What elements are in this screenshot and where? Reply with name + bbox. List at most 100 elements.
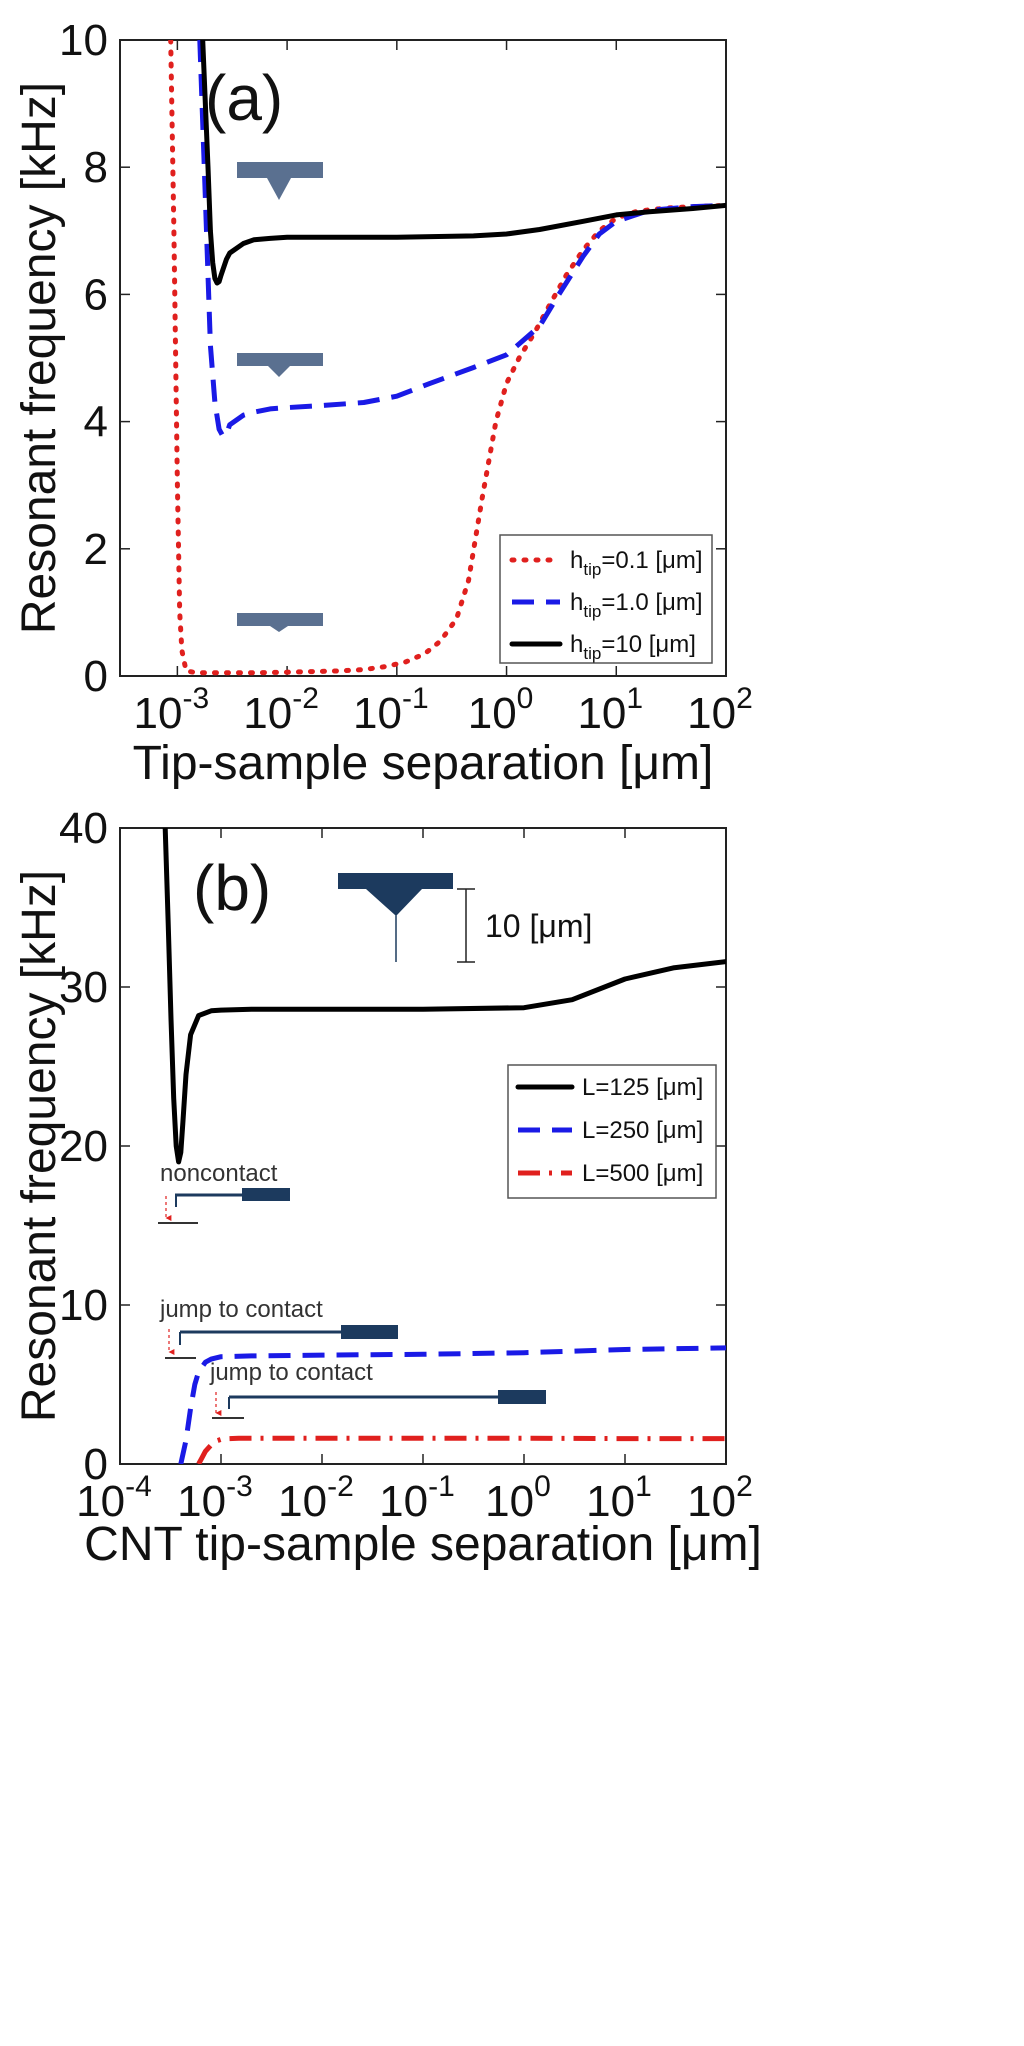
y-tick-label: 0 [84,1440,108,1489]
x-tick-label: 10-3 [177,1470,253,1526]
x-tick-label: 10-1 [379,1470,455,1526]
x-tick-base: 10 [76,1477,125,1526]
x-tick-base: 10 [586,1477,635,1526]
cnt-cantilever-tip [366,889,422,915]
legend-entry-1: L=250 [μm] [582,1117,703,1144]
cantilever-icon-10um [237,162,323,178]
legend-box [507,1064,717,1199]
inset-noncontact: noncontact [158,1160,290,1224]
x-tick-exponent: 2 [736,1470,753,1503]
x-tick-exponent: -1 [402,682,429,715]
x-tick-label: 10-1 [353,682,429,738]
y-tick-label: 30 [59,963,108,1012]
x-tick-label: 102 [687,682,753,738]
series-line-0 [162,828,726,1165]
x-tick-label: 10-3 [134,682,210,738]
x-tick-base: 10 [134,689,183,738]
x-tick-base: 10 [243,689,292,738]
legend-subscript: tip [583,560,601,579]
panel-a-frame [119,39,727,677]
series-line-1 [178,1345,726,1464]
x-tick-base: 10 [687,689,736,738]
x-tick-exponent: 0 [534,1470,551,1503]
x-tick-base: 10 [468,689,517,738]
series-line-1 [197,40,726,439]
inset-jump-1-body [341,1325,398,1339]
y-tick-label: 0 [84,652,108,701]
x-tick-label: 100 [468,682,534,738]
legend-entry-1: htip=1.0 [μm] [570,589,703,621]
x-tick-base: 10 [177,1477,226,1526]
x-tick-base: 10 [353,689,402,738]
x-tick-label: 10-4 [76,1470,152,1526]
annotation-jump-to-contact-1: jump to contact [159,1296,323,1323]
annotation-noncontact: noncontact [160,1160,278,1187]
x-tick-base: 10 [577,689,626,738]
x-tick-base: 10 [278,1477,327,1526]
x-tick-exponent: 1 [635,1470,652,1503]
legend-name: L=250 [μm] [582,1117,703,1144]
legend-suffix: =10 [μm] [601,631,696,658]
x-tick-label: 100 [485,1470,551,1526]
x-tick-label: 10-2 [243,682,319,738]
x-tick-exponent: -2 [292,682,319,715]
series-line-2 [196,1435,726,1464]
legend-entry-0: L=125 [μm] [582,1074,703,1101]
y-tick-label: 40 [59,804,108,853]
legend-name: h [570,631,583,658]
panel-b-y-axis-label: Resonant frequency [kHz] [13,870,66,1422]
y-tick-label: 6 [84,270,108,319]
x-tick-label: 102 [687,1470,753,1526]
cantilever-icon-0.1um [237,613,323,626]
panel-a-y-axis-label: Resonant frequency [kHz] [13,82,66,634]
cnt-cantilever-icon [338,873,453,962]
series-line-2 [200,40,726,286]
x-tick-base: 10 [379,1477,428,1526]
inset-jump-contact-2: jump to contact [209,1359,546,1419]
panel-b-label: (b) [193,852,271,924]
y-tick-label: 2 [84,525,108,574]
panel-a-legend: htip=0.1 [μm]htip=1.0 [μm]htip=10 [μm] [499,534,713,664]
x-tick-exponent: -4 [125,1470,152,1503]
legend-entry-2: L=500 [μm] [582,1160,703,1187]
series-line-0 [168,40,726,676]
x-tick-exponent: -1 [428,1470,455,1503]
x-tick-exponent: 0 [517,682,534,715]
scale-bar: 10 [μm] [457,888,592,963]
x-tick-base: 10 [687,1477,736,1526]
y-tick-label: 10 [59,16,108,65]
tip-icon-1um [268,366,290,377]
inset-jump-2-body [498,1390,546,1404]
legend-entry-2: htip=10 [μm] [570,631,696,663]
panel-a-x-axis-label: Tip-sample separation [μm] [133,737,714,790]
cantilever-icon-1um [237,353,323,366]
inset-noncontact-body [242,1188,290,1201]
legend-name: h [570,589,583,616]
panel-a-cantilever-icons [237,162,323,632]
cnt-cantilever-body [338,873,453,889]
x-tick-exponent: -2 [327,1470,354,1503]
x-tick-label: 101 [586,1470,652,1526]
panel-a-label: (a) [205,62,283,134]
tip-icon-0.1um [270,626,288,632]
scale-bar-label: 10 [μm] [485,908,592,944]
x-tick-exponent: -3 [226,1470,253,1503]
legend-subscript: tip [583,644,601,663]
legend-subscript: tip [583,602,601,621]
x-tick-exponent: -3 [183,682,210,715]
y-tick-label: 8 [84,143,108,192]
inset-jump-contact-1: jump to contact [159,1296,398,1359]
x-tick-label: 101 [577,682,643,738]
legend-name: h [570,547,583,574]
x-tick-base: 10 [485,1477,534,1526]
legend-name: L=125 [μm] [582,1074,703,1101]
tip-icon-10um [267,178,291,200]
panel-b-x-axis-label: CNT tip-sample separation [μm] [84,1518,762,1571]
y-tick-label: 4 [84,398,108,447]
x-tick-label: 10-2 [278,1470,354,1526]
legend-name: L=500 [μm] [582,1160,703,1187]
y-tick-label: 20 [59,1122,108,1171]
